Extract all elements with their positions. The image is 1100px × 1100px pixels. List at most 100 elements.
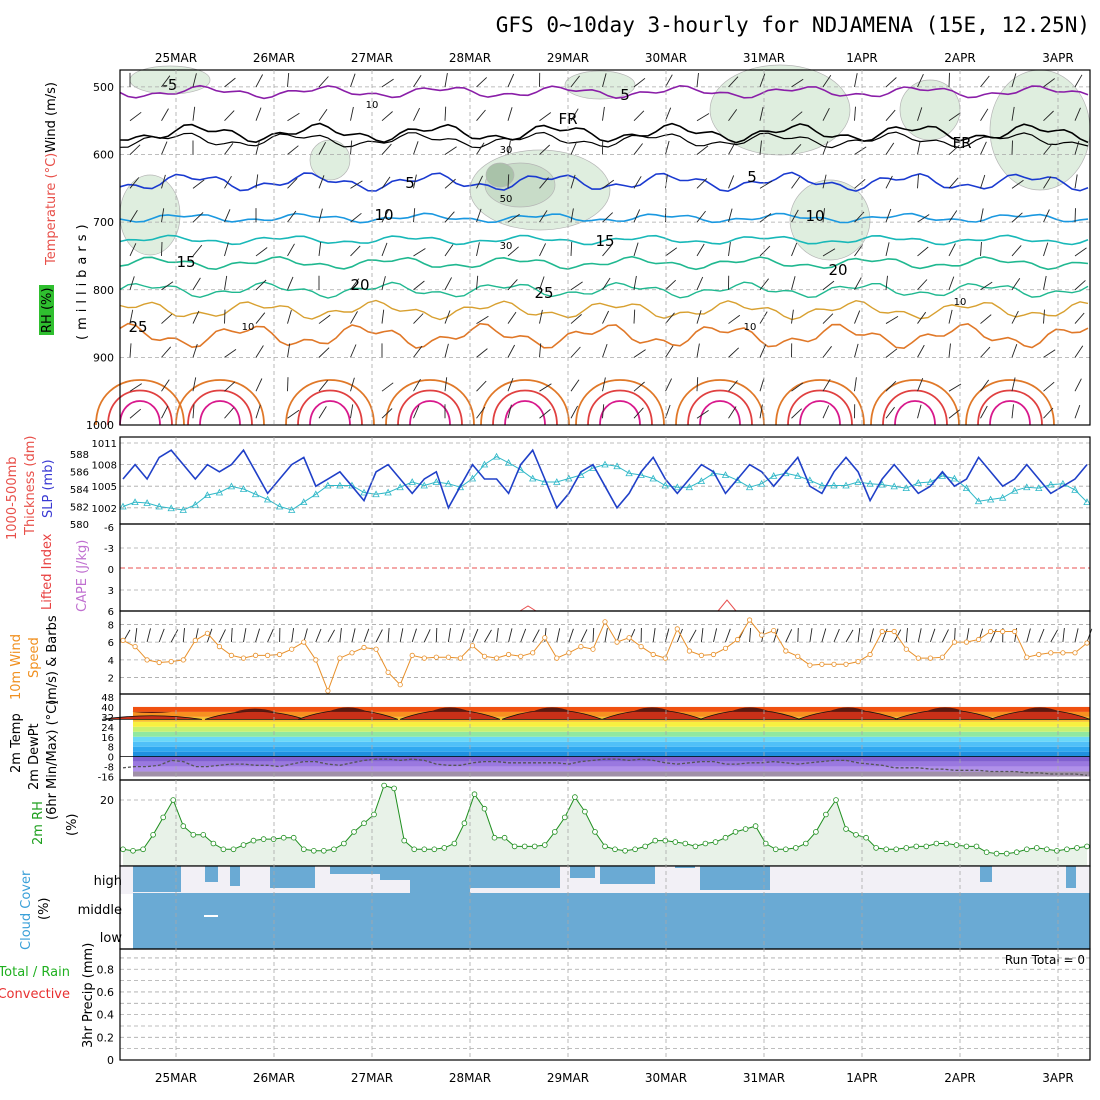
cloud-row-label: middle <box>78 903 122 918</box>
pressure-tick: 900 <box>93 351 114 364</box>
wind-barb <box>507 174 510 189</box>
wind-speed-marker <box>578 643 584 650</box>
wind-barb <box>602 310 610 324</box>
rh-2m-marker <box>541 842 548 848</box>
thickness-marker <box>601 460 609 468</box>
wind-barb <box>885 406 895 419</box>
rh-2m-marker <box>883 846 889 853</box>
thickness-marker <box>745 483 754 491</box>
rh-tick: 20 <box>100 794 114 807</box>
wind-barb <box>350 404 354 419</box>
dewpoint-band <box>133 761 1090 767</box>
thickness-marker <box>794 472 802 479</box>
wind-barb <box>350 377 355 392</box>
wind-barb <box>381 143 392 155</box>
wind-barb <box>192 404 195 419</box>
surface-wind-barb <box>496 628 499 643</box>
wind-barb <box>224 309 226 324</box>
surface-wind-barb <box>797 627 799 643</box>
precip-total-label: Total / Rain <box>0 965 70 980</box>
wind-10m-panel: 8 6 4 2 <box>108 610 1093 695</box>
surface-wind-barb <box>857 628 861 643</box>
surface-wind-barb <box>700 628 704 643</box>
top-date-label: 30MAR <box>645 51 687 65</box>
wind-barb <box>507 140 511 155</box>
wind-speed-marker <box>1048 650 1054 656</box>
thickness-marker <box>854 478 862 485</box>
rh-label: RH (%) <box>40 288 55 333</box>
wind-barb <box>413 208 416 223</box>
wind-speed-marker <box>590 646 596 652</box>
wind-barb <box>759 278 769 291</box>
surface-wind-barb <box>532 629 540 643</box>
wind-barb <box>129 210 138 223</box>
wind-barb <box>696 113 710 122</box>
thickness-marker <box>866 479 874 487</box>
wind-speed-marker <box>1012 628 1018 635</box>
wind-barb <box>885 242 890 257</box>
wind-barb <box>444 277 452 290</box>
wind-barb <box>287 309 292 324</box>
rh-2m-marker <box>1024 846 1030 853</box>
rh-2m-marker <box>511 843 518 850</box>
thickness-marker <box>625 469 633 477</box>
wind-barb <box>1043 110 1054 122</box>
surface-wind-barb <box>411 628 417 643</box>
thickness-tick: 582 <box>70 503 89 514</box>
wind-barb <box>1074 345 1084 358</box>
slp-thickness-panel: 588 586 584 582 580 1011 1008 1005 1002 <box>70 436 1091 531</box>
run-total-label: Run Total = 0 <box>1005 953 1085 967</box>
temperature-loop <box>297 389 363 426</box>
wind-barb <box>444 73 448 87</box>
rh-2m-marker <box>1074 845 1080 851</box>
rh-2m-marker <box>130 847 136 854</box>
wind-barb <box>570 379 580 392</box>
rh-2m-marker <box>170 797 177 803</box>
wind-barb <box>602 212 614 223</box>
high-cloud-bar <box>410 866 470 893</box>
wind-barb <box>476 142 485 155</box>
wind-barb <box>161 241 163 256</box>
thickness-marker <box>938 472 947 479</box>
rh-2m-marker <box>1084 843 1090 850</box>
wind-barb <box>507 213 520 223</box>
rh-contour <box>485 162 515 188</box>
wind-barb <box>570 241 573 256</box>
thickness-marker <box>275 502 284 510</box>
wind-barb <box>381 111 393 122</box>
wind-barb <box>1043 275 1047 290</box>
rh-2m-marker <box>421 846 428 853</box>
wind-barb <box>381 382 394 392</box>
wind-barb <box>318 76 329 88</box>
wind-barb <box>696 276 704 290</box>
isotherm-label: 5 <box>747 168 757 186</box>
wind-barb <box>917 279 928 291</box>
wind-speed-marker <box>891 628 897 635</box>
temperature-loop <box>675 379 765 426</box>
thickness-marker <box>215 488 224 496</box>
wind-speed-marker <box>831 661 837 667</box>
surface-wind-barb <box>243 628 247 643</box>
rh-2m-marker <box>792 845 799 851</box>
wind-barb <box>665 312 675 324</box>
temperature-tick: 0 <box>108 753 114 764</box>
bottom-date-label: 31MAR <box>743 1071 785 1085</box>
wind-barb <box>350 180 363 189</box>
wind-speed-marker <box>481 653 488 659</box>
surface-wind-barb <box>1062 628 1065 643</box>
temperature-loop <box>107 389 173 426</box>
high-cloud-bar <box>675 866 695 868</box>
wind-barb <box>665 279 677 291</box>
thickness-marker <box>432 478 440 485</box>
thickness-marker <box>818 481 826 489</box>
surface-wind-barb <box>339 628 342 643</box>
lifted-tick: 0 <box>108 565 114 576</box>
wind-barb <box>791 309 794 324</box>
thickness-marker <box>998 493 1007 501</box>
precip-tick: 0.6 <box>97 986 115 999</box>
rh-2m-marker <box>240 842 247 848</box>
rh-2m-marker <box>913 843 920 850</box>
wind-barb <box>287 72 290 87</box>
rh-2m-marker <box>582 808 588 815</box>
thickness-marker <box>661 481 669 489</box>
